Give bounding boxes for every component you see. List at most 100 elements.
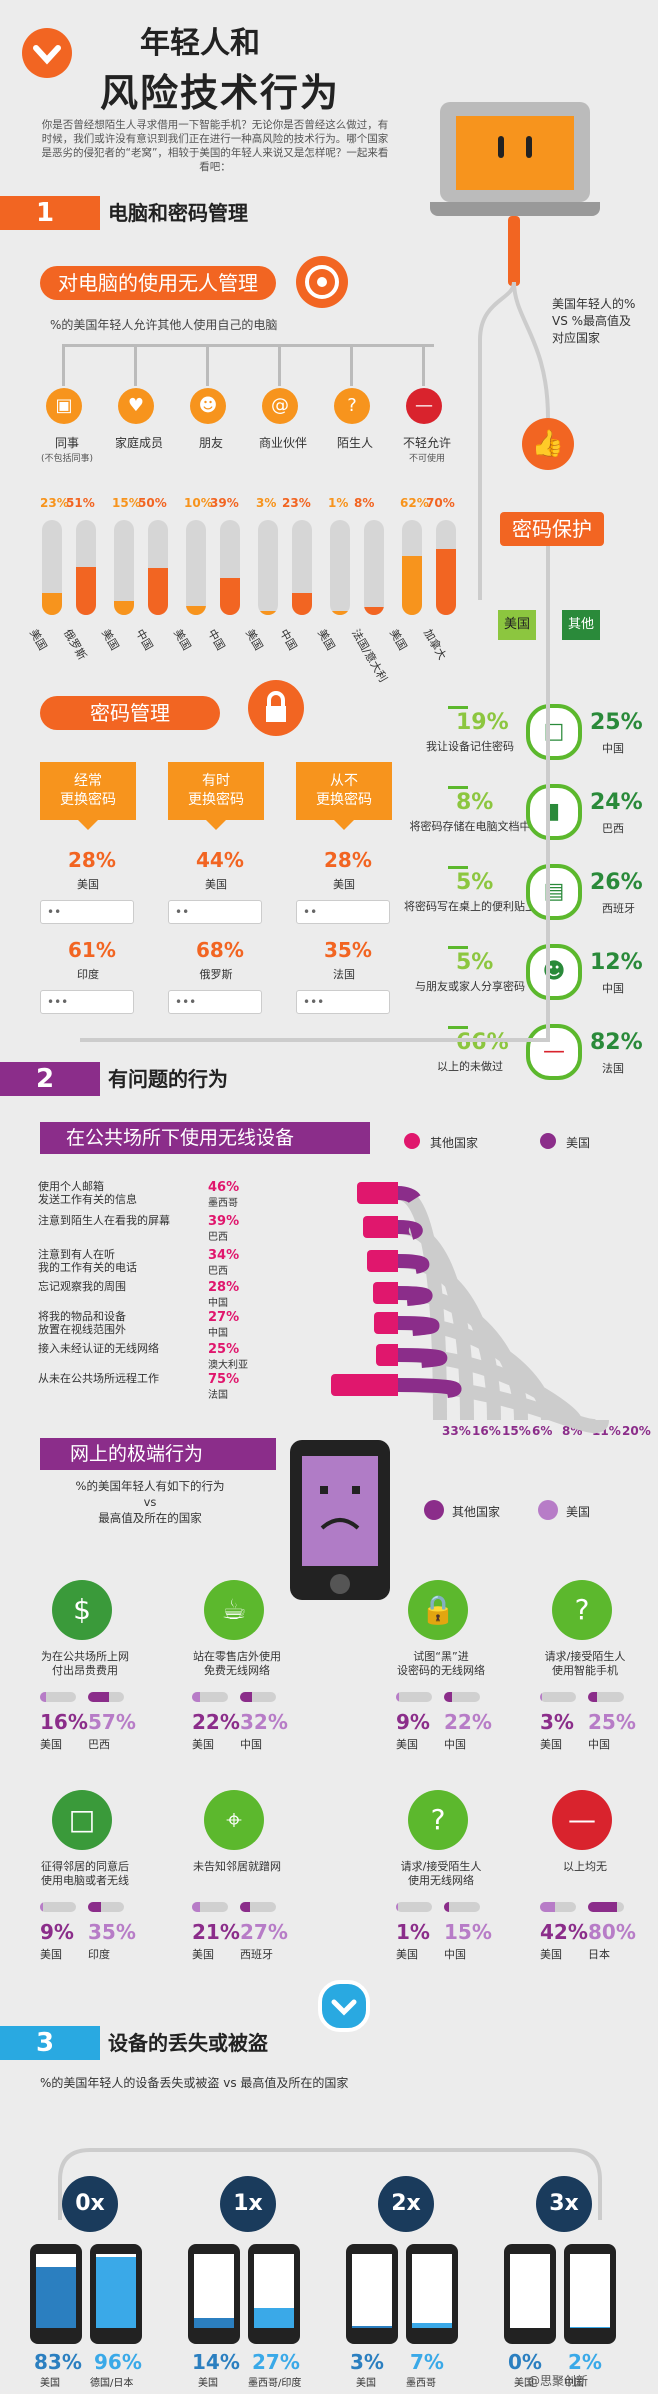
bar-other xyxy=(367,1250,398,1272)
wifi-row-label: 从未在公共场所远程工作 xyxy=(38,1372,159,1385)
country-label: 美国 xyxy=(243,627,266,653)
country-label: 美国 xyxy=(40,2378,60,2389)
section1-title: 电脑和密码管理 xyxy=(108,201,248,225)
country-label: 墨西哥/印度 xyxy=(248,2378,302,2389)
us-arcs xyxy=(398,1186,609,1434)
country-label: 法国 xyxy=(602,1062,624,1075)
tick xyxy=(448,946,468,949)
phone-fill xyxy=(412,2322,452,2328)
bar-track xyxy=(444,1692,480,1702)
country-label: 巴西 xyxy=(602,822,624,835)
pct-other: 27% xyxy=(208,1310,240,1325)
bar-fill-other xyxy=(444,1692,452,1702)
pct-us: 15% xyxy=(112,496,141,510)
pct-us: 19% xyxy=(456,710,509,735)
target-icon xyxy=(296,256,348,308)
pct-us: 3% xyxy=(256,496,277,510)
question-icon: ? xyxy=(334,388,370,424)
pct-other: 57% xyxy=(88,1710,136,1734)
bar-fill-other xyxy=(88,1692,109,1702)
sticky-note-icon: ▤ xyxy=(526,864,582,920)
country-label: 美国 xyxy=(387,627,410,653)
pct-us: 3% xyxy=(540,1710,574,1734)
no-entry-icon: — xyxy=(406,388,442,424)
bar-track xyxy=(444,1902,480,1912)
pct-other: 51% xyxy=(66,496,95,510)
pct-other: 50% xyxy=(138,496,167,510)
pct-us: 20% xyxy=(622,1424,651,1438)
bar-fill-us xyxy=(396,1692,400,1702)
pct-other: 28% xyxy=(208,1280,240,1295)
bar-fill xyxy=(76,566,96,615)
wifi-question-icon: ? xyxy=(408,1790,468,1850)
country-label: 美国 xyxy=(171,627,194,653)
country-label: 中国 xyxy=(205,627,228,653)
country-label: 中国 xyxy=(208,1328,228,1339)
phone-screen xyxy=(254,2254,294,2328)
bar-track xyxy=(148,520,168,615)
phone-icon xyxy=(346,2244,398,2344)
mgmt-box: 有时 更换密码 xyxy=(168,762,264,820)
tree-branch xyxy=(350,346,353,386)
item-label: 为在公共场所上网 付出昂贵费用 xyxy=(41,1650,129,1677)
country-label: 中国 xyxy=(208,1298,228,1309)
mgmt-box: 从不 更换密码 xyxy=(296,762,392,820)
page-title-line2: 风险技术行为 xyxy=(100,71,341,115)
country-label: 法国 xyxy=(208,1390,228,1401)
bar-other xyxy=(362,1216,398,1238)
tree-branch xyxy=(206,346,209,386)
box-pointer xyxy=(334,820,354,830)
country-label: 美国 xyxy=(205,878,227,891)
bar-other xyxy=(375,1344,398,1366)
phone-screen xyxy=(194,2254,234,2328)
country-label: 法国 xyxy=(333,968,355,981)
country-us-label: 美国 xyxy=(396,1738,418,1751)
category-label: 不轻允许 xyxy=(402,436,451,450)
country-label: 法国/意大利 xyxy=(349,627,390,685)
bar-track xyxy=(114,520,134,615)
pct-us: 1% xyxy=(328,496,349,510)
country-label: 美国 xyxy=(333,878,355,891)
pct-other: 35% xyxy=(324,938,372,962)
watermark: @思聚创新 xyxy=(528,2374,589,2388)
bar-track xyxy=(436,520,456,615)
pct-us: 16% xyxy=(40,1710,88,1734)
country-label: 德国/日本 xyxy=(90,2378,134,2389)
phone-fill xyxy=(254,2308,294,2328)
password-field: ••• xyxy=(296,990,390,1014)
tick xyxy=(448,786,468,789)
bar-fill-other xyxy=(240,1902,250,1912)
category-label: 朋友 xyxy=(198,436,223,450)
country-label: 俄罗斯 xyxy=(61,627,89,663)
bar-track xyxy=(240,1902,276,1912)
pct-us: 5% xyxy=(456,950,494,975)
pct-other: 61% xyxy=(68,938,116,962)
item-label: 请求/接受陌生人 使用智能手机 xyxy=(544,1650,626,1677)
pct-other: 35% xyxy=(88,1920,136,1944)
padlock-icon xyxy=(248,680,304,736)
heart-icon: ♥ xyxy=(118,388,154,424)
phone-screen xyxy=(96,2254,136,2328)
bar-other xyxy=(356,1182,398,1204)
phone-icon xyxy=(504,2244,556,2344)
pct-us: 21% xyxy=(192,1920,240,1944)
bar-other xyxy=(372,1282,398,1304)
bar-other xyxy=(330,1374,398,1396)
country-label: 西班牙 xyxy=(602,902,635,915)
pct-us: 28% xyxy=(324,848,372,872)
bar-other xyxy=(373,1312,398,1334)
bar-track xyxy=(364,520,384,615)
pct-us: 0% xyxy=(508,2350,542,2374)
legend-other-label: 其他国家 xyxy=(430,1136,479,1150)
laptop-illustration xyxy=(430,102,600,232)
country-label: 墨西哥 xyxy=(208,1198,238,1209)
unattended-subtitle: %的美国年轻人允许其他人使用自己的电脑 xyxy=(50,318,278,332)
extreme-subtitle: %的美国年轻人有如下的行为 vs 最高值及所在的国家 xyxy=(75,1479,225,1525)
phone-screen xyxy=(36,2254,76,2328)
count-badge: 2x xyxy=(378,2176,434,2232)
pct-other: 27% xyxy=(240,1920,288,1944)
ext-legend-other-dot xyxy=(424,1500,444,1520)
bar-fill xyxy=(258,611,278,615)
pct-us: 16% xyxy=(472,1424,501,1438)
password-field: •• xyxy=(296,900,390,924)
